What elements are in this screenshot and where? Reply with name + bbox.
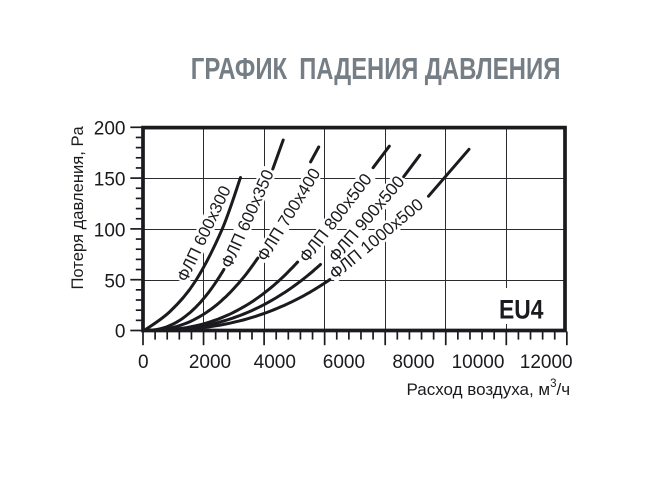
svg-text:6000: 6000 (323, 352, 365, 373)
svg-text:150: 150 (94, 169, 126, 190)
svg-text:ДАВЛЕНИЯ: ДАВЛЕНИЯ (425, 51, 561, 86)
svg-text:Потеря давления, Pa: Потеря давления, Pa (68, 125, 87, 289)
svg-text:200: 200 (94, 119, 126, 140)
svg-text:4000: 4000 (254, 352, 296, 373)
svg-text:12000: 12000 (520, 352, 573, 373)
svg-text:100: 100 (94, 220, 126, 241)
svg-text:EU4: EU4 (499, 296, 544, 325)
svg-text:0: 0 (115, 321, 126, 342)
svg-text:ПАДЕНИЯ: ПАДЕНИЯ (299, 51, 418, 86)
svg-text:8000: 8000 (392, 352, 434, 373)
svg-text:ГРАФИК: ГРАФИК (191, 51, 287, 86)
svg-text:0: 0 (138, 352, 149, 373)
svg-text:50: 50 (104, 271, 125, 292)
svg-text:Расход воздуха, м3/ч: Расход воздуха, м3/ч (407, 378, 571, 399)
svg-text:10000: 10000 (452, 352, 505, 373)
svg-text:2000: 2000 (189, 352, 231, 373)
